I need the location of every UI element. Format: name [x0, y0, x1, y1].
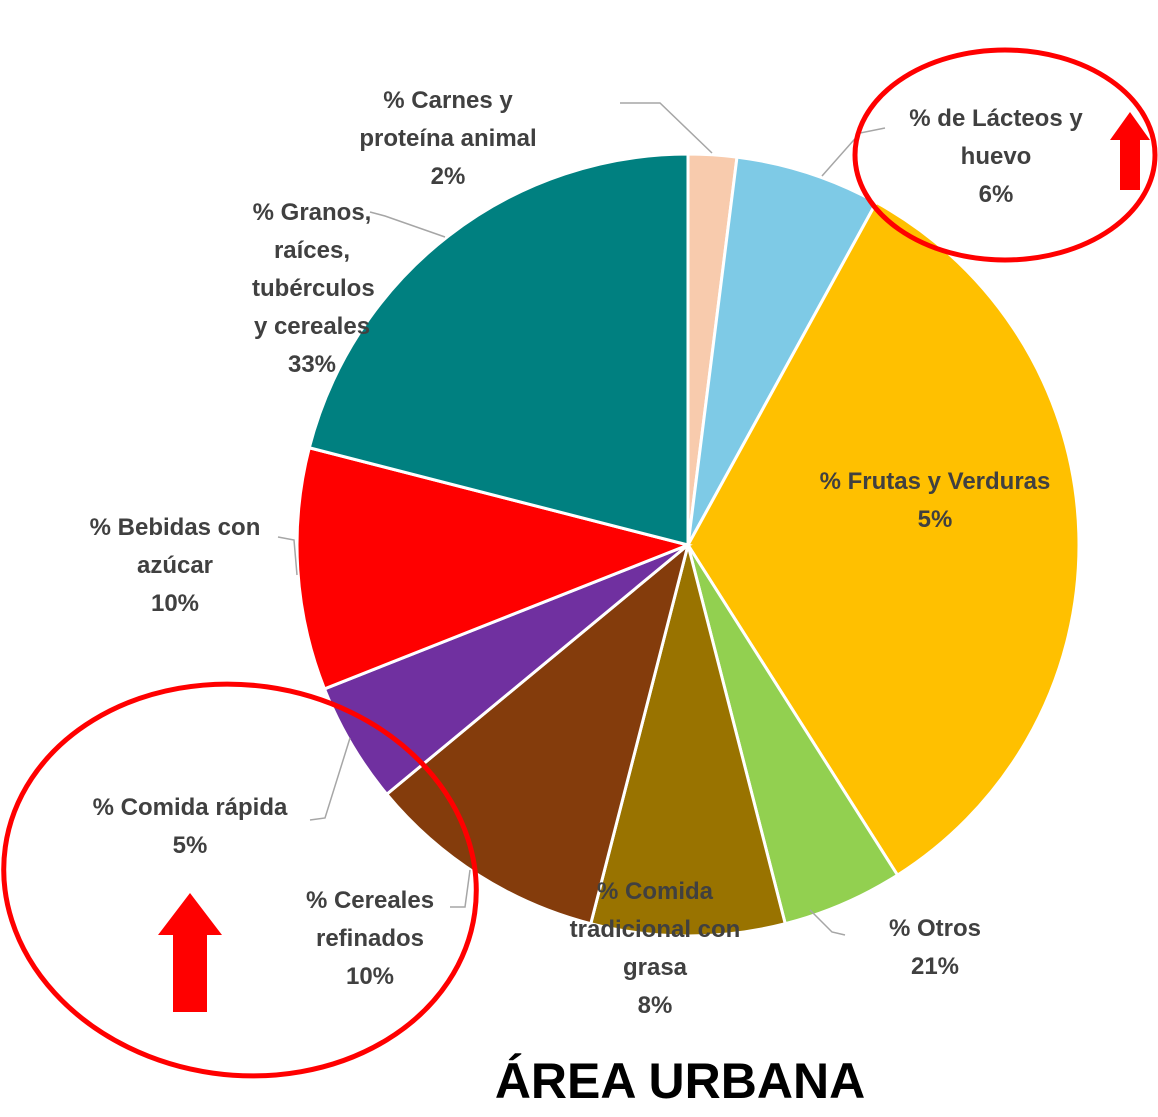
category-label: % Frutas y Verduras — [819, 468, 1051, 495]
value-label: 21% — [910, 953, 960, 980]
pie-slice — [295, 445, 693, 691]
category-label: % Comida rápida — [92, 794, 288, 821]
value-label: 10% — [150, 590, 200, 617]
category-label: % Carnes y proteína animal — [359, 87, 537, 152]
pie — [295, 152, 1081, 938]
leader-line — [450, 869, 471, 908]
value-label: 8% — [637, 992, 673, 1019]
leader-line — [309, 737, 351, 821]
category-label: % Cereales refinados — [305, 887, 435, 952]
value-label: 6% — [978, 181, 1014, 208]
slice-label: % Comida tradicional con grasa 8% — [558, 873, 753, 1025]
leader-line — [369, 211, 446, 238]
leader-line — [809, 909, 846, 936]
slice-label: % Comida rápida 5% — [65, 789, 315, 865]
slice-label: % Cereales refinados 10% — [295, 882, 445, 996]
category-label: % Otros — [888, 915, 981, 942]
leader-line — [620, 102, 713, 154]
pie-slice — [307, 152, 690, 547]
value-label: 5% — [172, 832, 208, 859]
pie-slice — [588, 544, 788, 938]
slice-label: % Frutas y Verduras 5% — [810, 463, 1060, 539]
pie-slice — [686, 200, 1081, 878]
value-label: 33% — [287, 351, 337, 378]
up-arrow — [1110, 112, 1150, 190]
slice-label: % Carnes y proteína animal 2% — [336, 82, 561, 196]
up-arrow — [158, 893, 222, 1012]
category-label: % Granos, raíces, tubérculos y cereales — [252, 199, 375, 340]
slice-label: % de Lácteos y huevo 6% — [891, 100, 1101, 214]
value-label: 10% — [345, 963, 395, 990]
category-label: % de Lácteos y huevo — [909, 105, 1083, 170]
category-label: % Bebidas con azúcar — [89, 514, 261, 579]
category-label: % Comida tradicional con grasa — [569, 878, 741, 981]
chart-title: ÁREA URBANA — [494, 1053, 866, 1109]
value-label: 5% — [917, 506, 953, 533]
pie-slice — [686, 155, 879, 546]
slice-label: % Bebidas con azúcar 10% — [73, 509, 278, 623]
highlight-ellipse — [852, 47, 1158, 263]
slice-label: % Granos, raíces, tubérculos y cereales 3… — [252, 194, 375, 384]
leader-line — [277, 536, 298, 576]
highlight-ellipse — [1, 681, 479, 1079]
slice-label: % Otros 21% — [858, 910, 1013, 986]
value-label: 2% — [430, 163, 466, 190]
